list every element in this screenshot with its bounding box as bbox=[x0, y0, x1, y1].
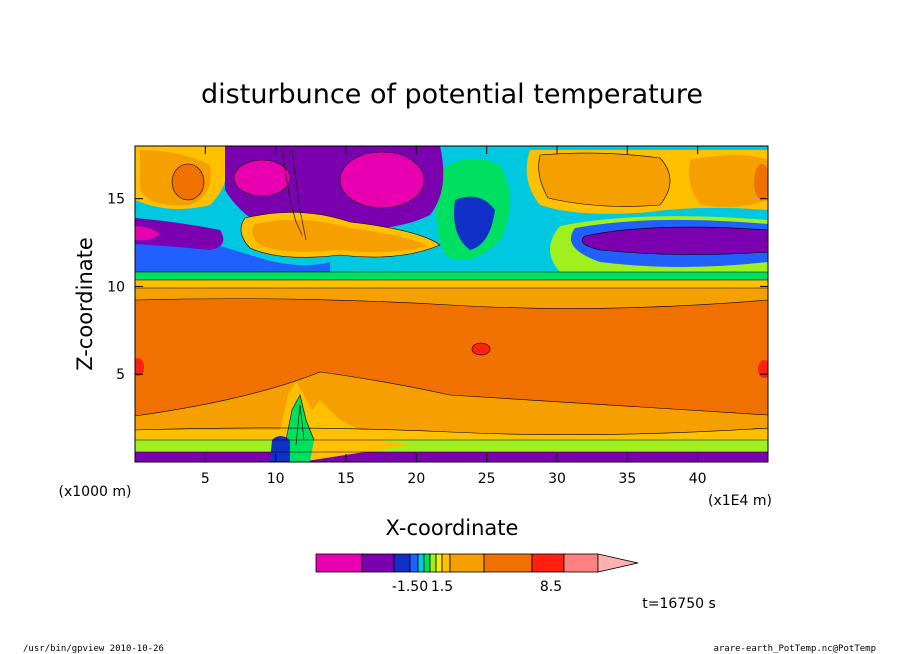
x-tick-label: 35 bbox=[618, 471, 636, 487]
contour-line bbox=[339, 151, 425, 209]
colorbar-extend-arrow bbox=[597, 553, 639, 573]
colorbar-swatch bbox=[483, 553, 533, 573]
band-green-strip bbox=[135, 272, 768, 280]
x-tick-label: 15 bbox=[337, 471, 355, 487]
colorbar-swatch bbox=[429, 553, 437, 573]
x-unit-label: (x1E4 m) bbox=[708, 493, 772, 509]
colorbar-swatch bbox=[449, 553, 485, 573]
y-axis-title: Z-coordinate bbox=[73, 237, 97, 371]
colorbar-swatch bbox=[423, 553, 431, 573]
x-tick-label: 25 bbox=[478, 471, 496, 487]
colorbar-swatch bbox=[409, 553, 419, 573]
contour-line bbox=[291, 149, 307, 241]
colorbar-swatch bbox=[417, 553, 425, 573]
colorbar-swatch bbox=[531, 553, 565, 573]
band-yellow-strip bbox=[135, 280, 768, 288]
contour-line bbox=[285, 394, 315, 441]
contour-line bbox=[135, 298, 768, 309]
colorbar-label-neg: -1.50 bbox=[392, 579, 428, 595]
x-tick-label: 10 bbox=[267, 471, 285, 487]
x-tick-label: 5 bbox=[201, 471, 210, 487]
contour-line bbox=[581, 226, 768, 255]
colorbar-swatch bbox=[315, 553, 363, 573]
cell-far-right bbox=[754, 164, 768, 200]
colorbar-swatch bbox=[435, 553, 443, 573]
band-upper-purple-right bbox=[582, 227, 768, 255]
x-axis-title: X-coordinate bbox=[386, 516, 519, 540]
y-tick-label: 5 bbox=[116, 367, 125, 383]
colorbar bbox=[315, 553, 639, 573]
contour-line bbox=[538, 152, 671, 207]
y-axis: 5 10 15 bbox=[107, 192, 768, 383]
contour-line bbox=[471, 342, 491, 356]
cell-top-magenta-left bbox=[234, 160, 290, 196]
cell-top-magenta-center bbox=[340, 152, 424, 208]
cell-top-left bbox=[172, 164, 204, 200]
contour-field bbox=[135, 146, 768, 462]
band-upper-blue-left bbox=[135, 220, 330, 272]
band-top-right-orange bbox=[538, 153, 670, 207]
colorbar-swatch bbox=[393, 553, 411, 573]
contour-line bbox=[233, 159, 291, 197]
colorbar-label-max: 8.5 bbox=[540, 579, 562, 595]
colorbar-swatch bbox=[563, 553, 599, 573]
red-cell-left bbox=[135, 358, 144, 376]
band-turbulent-blue bbox=[270, 436, 290, 462]
contour-line bbox=[240, 212, 441, 258]
contour-lines bbox=[135, 149, 768, 453]
contour-line bbox=[171, 163, 205, 201]
chart-title: disturbunce of potential temperature bbox=[201, 79, 703, 110]
colorbar-swatch bbox=[361, 553, 395, 573]
plot-frame bbox=[134, 145, 769, 463]
red-cell-center bbox=[472, 343, 490, 355]
y-unit-label: (x1000 m) bbox=[59, 484, 132, 500]
band-far-right-orange bbox=[688, 155, 768, 208]
contour-line bbox=[135, 371, 768, 417]
x-tick-label: 40 bbox=[689, 471, 707, 487]
x-tick-label: 30 bbox=[548, 471, 566, 487]
band-left-purple bbox=[135, 218, 224, 250]
band-middle-dark-orange bbox=[135, 298, 768, 416]
contour-bands bbox=[135, 146, 768, 462]
y-tick-label: 10 bbox=[107, 279, 125, 295]
band-light-orange-strip bbox=[135, 288, 768, 300]
contour-line bbox=[295, 404, 305, 446]
time-label: t=16750 s bbox=[642, 596, 716, 612]
colorbar-swatch bbox=[441, 553, 451, 573]
contour-line bbox=[135, 427, 768, 436]
footer-left: /usr/bin/gpview 2010-10-26 bbox=[23, 644, 164, 654]
red-cell-right bbox=[758, 360, 768, 378]
y-tick-label: 15 bbox=[107, 192, 125, 208]
contour-line bbox=[281, 149, 303, 236]
x-tick-label: 20 bbox=[407, 471, 425, 487]
band-center-orange bbox=[252, 219, 428, 253]
cell-left-magenta bbox=[135, 226, 160, 241]
footer-right: arare-earth_PotTemp.nc@PotTemp bbox=[713, 644, 876, 654]
x-axis: 5 10 15 20 25 30 35 40 bbox=[201, 146, 707, 487]
band-surface-purple bbox=[135, 452, 768, 462]
band-dark-blue-plume bbox=[454, 196, 495, 250]
colorbar-label-pos: 1.5 bbox=[431, 579, 453, 595]
